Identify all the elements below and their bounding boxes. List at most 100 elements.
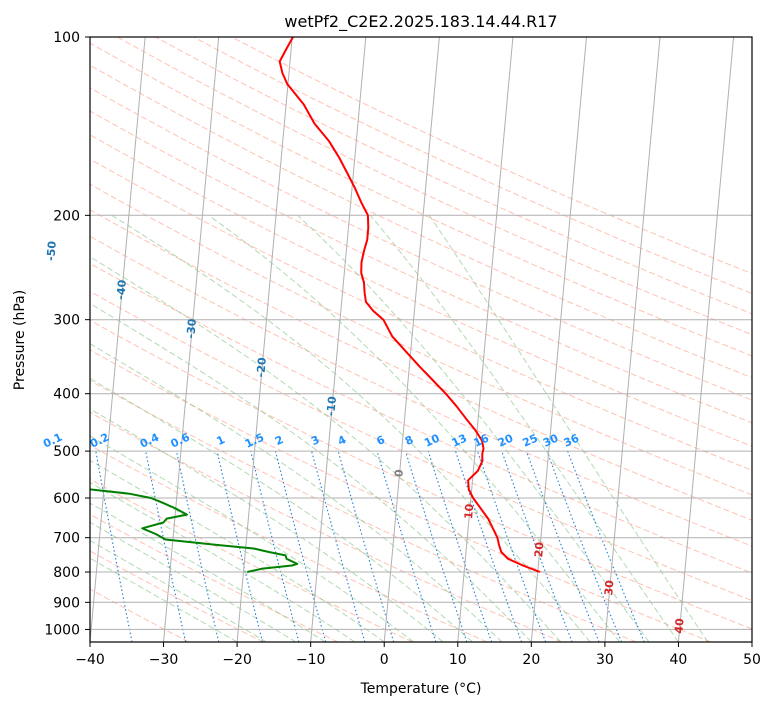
isotherm-line (530, 37, 587, 642)
moist-adiabat (90, 343, 503, 642)
mixing-ratio-label: 25 (521, 432, 540, 450)
temperature-profile (278, 37, 541, 573)
isotherm-line (457, 37, 514, 642)
chart-title: wetPf2_C2E2.2025.183.14.44.R17 (284, 12, 557, 32)
isotherm-line (310, 37, 367, 642)
mixing-ratio-line (250, 450, 300, 642)
isotherm-label: 10 (462, 503, 476, 520)
x-axis-label: Temperature (°C) (360, 681, 482, 697)
dry-adiabat (90, 235, 752, 547)
mixing-ratio-label: 30 (541, 431, 561, 449)
isotherm-line (236, 37, 293, 642)
y-tick-label: 500 (53, 444, 80, 460)
moist-adiabat (297, 214, 650, 642)
isotherm-label: -20 (254, 357, 269, 378)
moist-adiabat (428, 215, 709, 642)
isotherm-label: -10 (324, 395, 339, 416)
isotherm-line (604, 37, 661, 642)
y-tick-label: 100 (53, 30, 80, 46)
isotherm-line (90, 37, 146, 642)
isotherm-label: -40 (114, 279, 129, 300)
moist-adiabat (208, 214, 620, 642)
y-tick-label: 700 (53, 531, 80, 547)
moist-adiabat (111, 214, 591, 642)
mixing-ratio-line (274, 450, 327, 642)
moist-adiabat (90, 502, 326, 642)
isotherm-label: 40 (672, 617, 686, 634)
y-tick-label: 300 (53, 313, 80, 329)
dry-adiabat (90, 290, 752, 602)
moist-adiabat (90, 256, 562, 642)
x-tick-label: −10 (296, 652, 326, 668)
x-tick-label: −30 (149, 652, 179, 668)
x-tick-label: 10 (449, 652, 467, 668)
x-axis: −40 −30 −20 −10 0 10 20 30 40 50 (75, 642, 761, 668)
mixing-ratio-line (404, 450, 468, 642)
moist-adiabat (90, 557, 238, 642)
dry-adiabat (155, 37, 752, 315)
x-tick-label: 40 (670, 652, 688, 668)
mixing-ratio-line (311, 450, 366, 642)
mixing-ratio-label: 10 (422, 431, 442, 449)
isotherm-label: 20 (532, 541, 546, 558)
x-tick-label: 30 (596, 652, 614, 668)
dry-adiabat (90, 64, 752, 379)
y-tick-label: 900 (53, 595, 80, 611)
mixing-ratio-line (476, 450, 547, 642)
dewpoint-profile (90, 488, 299, 573)
dry-adiabat (90, 110, 752, 424)
dry-adiabat (90, 134, 752, 447)
y-tick-label: 1000 (44, 622, 80, 638)
dry-adiabat (90, 262, 752, 574)
moist-adiabat (90, 377, 473, 642)
dry-adiabat (90, 42, 752, 357)
moist-adiabat (90, 302, 532, 642)
mixing-ratio-label: 20 (496, 431, 516, 449)
dry-adiabat (117, 37, 752, 336)
x-tick-label: 50 (743, 652, 761, 668)
moist-adiabat (90, 521, 297, 642)
mixing-ratio-line (376, 450, 437, 642)
y-axis: 1000 900 800 700 600 500 400 300 200 100 (44, 30, 90, 638)
mixing-ratio-line (337, 450, 395, 642)
mixing-ratio-label: 13 (450, 432, 469, 450)
dry-adiabat (193, 37, 752, 295)
moist-adiabat (370, 214, 679, 642)
dry-adiabat (90, 87, 752, 401)
mixing-ratio-label: 36 (562, 431, 582, 449)
x-tick-label: 20 (522, 652, 540, 668)
isotherm-label: -30 (184, 318, 199, 339)
mixing-ratio-line (145, 450, 187, 642)
isotherm-label: 30 (602, 579, 616, 596)
isotherm-label: -50 (44, 240, 59, 261)
plot-area (90, 37, 752, 642)
mixing-ratio-line (216, 450, 264, 642)
mixing-ratio-label: 16 (472, 431, 492, 449)
isotherm-label: 0 (392, 469, 406, 478)
moist-adiabat (90, 459, 385, 642)
isotherm-line (383, 37, 440, 642)
x-tick-label: −20 (222, 652, 252, 668)
mixing-ratio-line (427, 450, 493, 642)
dry-adiabat (90, 411, 562, 642)
dry-adiabat (90, 478, 413, 642)
moist-adiabat (90, 481, 356, 642)
isotherm-line (677, 37, 735, 642)
x-tick-label: 0 (380, 652, 389, 668)
plot-frame (89, 36, 753, 643)
x-tick-label: −40 (75, 652, 105, 668)
y-axis-label: Pressure (hPa) (12, 290, 28, 390)
y-tick-label: 400 (53, 387, 80, 403)
dry-adiabat (90, 319, 752, 630)
y-tick-label: 600 (53, 491, 80, 507)
mixing-ratio-line (95, 451, 133, 642)
y-tick-label: 200 (53, 208, 80, 224)
y-tick-label: 800 (53, 565, 80, 581)
moist-adiabat (90, 539, 267, 642)
mixing-ratio-line (454, 450, 523, 642)
moist-adiabat (90, 408, 444, 642)
mixing-ratio-line (175, 450, 220, 642)
